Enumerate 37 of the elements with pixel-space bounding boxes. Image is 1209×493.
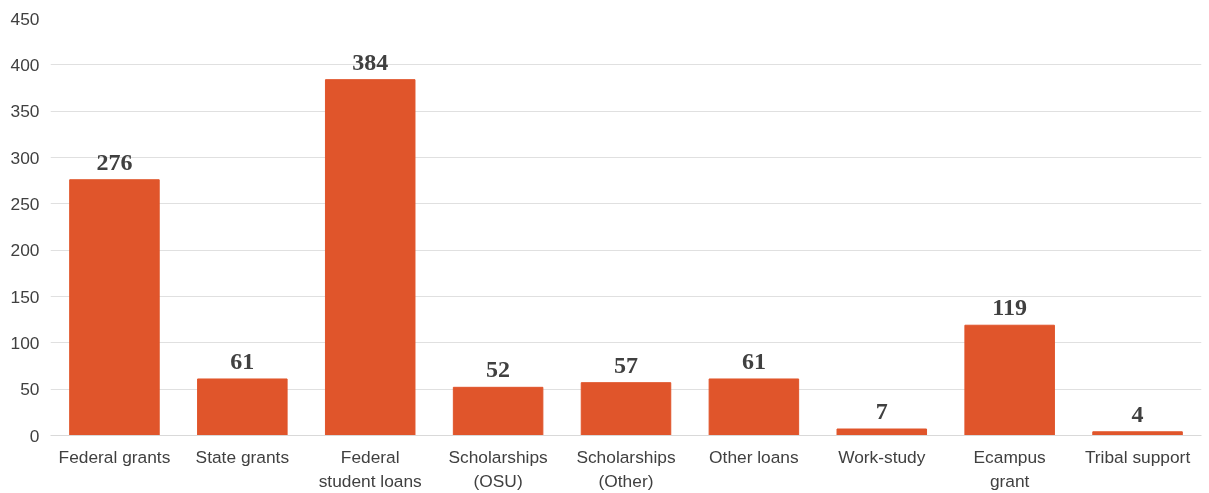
bar	[69, 179, 160, 436]
x-tick-label: Ecampus grant	[973, 446, 1047, 491]
y-tick-label: 200	[10, 240, 40, 261]
data-label: 57	[614, 351, 638, 378]
x-tick-label: Scholarships (OSU)	[448, 446, 549, 491]
bar	[964, 324, 1055, 436]
data-label: 61	[230, 347, 255, 374]
x-tick-label: Federal student loans	[318, 446, 423, 491]
y-tick-label: 100	[10, 332, 40, 353]
x-tick-label: Work-study	[838, 446, 926, 467]
data-label: 61	[741, 347, 766, 374]
data-label: 4	[1131, 400, 1144, 427]
y-tick-label: 250	[10, 193, 40, 214]
x-tick-label: Scholarships (Other)	[576, 446, 676, 491]
data-label: 276	[96, 148, 133, 175]
bar	[452, 386, 544, 436]
data-label: 7	[875, 398, 888, 425]
y-tick-label: 150	[10, 286, 40, 307]
x-tick-label: State grants	[195, 446, 290, 467]
x-tick-label: Federal grants	[58, 446, 171, 467]
y-tick-label: 450	[10, 8, 40, 29]
bar	[708, 378, 800, 436]
y-tick-label: 400	[10, 54, 40, 75]
y-tick-label: 0	[29, 425, 40, 446]
bar	[197, 378, 288, 436]
bar	[1092, 431, 1183, 436]
y-tick-label: 50	[20, 379, 40, 400]
data-label: 384	[352, 48, 389, 75]
data-label: 52	[486, 356, 511, 383]
y-tick-label: 300	[10, 147, 40, 168]
x-tick-label: Other loans	[709, 446, 800, 467]
bar	[836, 428, 928, 436]
x-tick-label: Tribal support	[1084, 446, 1191, 467]
bar	[324, 79, 416, 436]
data-label: 119	[992, 294, 1028, 321]
bar	[580, 382, 672, 436]
y-tick-label: 350	[10, 101, 40, 122]
